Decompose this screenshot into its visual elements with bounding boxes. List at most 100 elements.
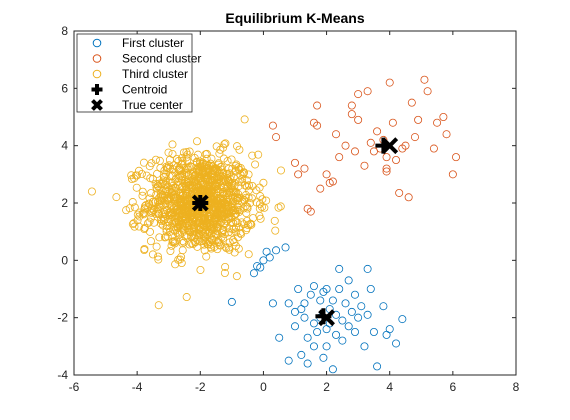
x-tick-label: 0 <box>260 380 267 394</box>
data-point <box>171 260 180 269</box>
data-point <box>344 322 353 331</box>
data-point <box>303 333 312 342</box>
data-point <box>161 233 170 242</box>
data-point <box>316 296 325 305</box>
data-point <box>294 170 303 179</box>
data-point <box>338 336 347 345</box>
data-point <box>230 238 239 247</box>
data-point <box>221 176 230 185</box>
data-point <box>202 160 211 169</box>
data-point <box>235 145 244 154</box>
data-point <box>388 118 397 127</box>
data-point <box>231 188 240 197</box>
data-point <box>170 238 179 247</box>
data-point <box>133 210 142 219</box>
data-point <box>303 204 312 213</box>
data-point <box>135 212 144 221</box>
x-tick-label: 4 <box>386 380 393 394</box>
x-tick-label: 6 <box>450 380 457 394</box>
data-point <box>177 259 186 268</box>
data-point <box>233 219 242 228</box>
data-point <box>112 193 121 202</box>
data-point <box>398 315 407 324</box>
data-point <box>160 191 169 200</box>
data-point <box>433 118 442 127</box>
data-point <box>177 198 186 207</box>
legend-item-third-cluster: Third cluster <box>92 67 188 81</box>
data-point <box>290 158 299 167</box>
data-point <box>174 157 183 166</box>
data-point <box>199 169 208 178</box>
data-point <box>309 282 318 291</box>
data-point <box>350 290 359 299</box>
y-tick-label: 8 <box>61 24 68 38</box>
data-point <box>379 302 388 311</box>
data-point <box>213 229 222 238</box>
data-point <box>145 217 154 226</box>
data-point <box>247 194 256 203</box>
data-point <box>257 203 266 212</box>
data-point <box>232 223 241 232</box>
data-point <box>228 202 237 211</box>
data-point <box>423 87 432 96</box>
data-point <box>232 195 241 204</box>
data-point <box>242 176 251 185</box>
data-point <box>201 213 210 222</box>
data-point <box>212 226 221 235</box>
data-point <box>179 238 188 247</box>
data-point <box>313 101 322 110</box>
data-point <box>392 339 401 348</box>
data-point <box>149 218 158 227</box>
data-point <box>309 342 318 351</box>
data-point <box>209 165 218 174</box>
data-point <box>194 229 203 238</box>
data-point <box>140 205 149 214</box>
data-point <box>194 182 203 191</box>
legend-item-centroid: Centroid <box>91 83 167 97</box>
data-point <box>211 211 220 220</box>
data-point <box>222 216 231 225</box>
data-point <box>227 228 236 237</box>
data-point <box>275 333 284 342</box>
data-point <box>357 302 366 311</box>
data-point <box>281 243 290 252</box>
data-point <box>193 137 202 146</box>
legend-circle-icon <box>92 69 102 79</box>
data-point <box>146 237 155 246</box>
data-point <box>196 229 205 238</box>
data-point <box>272 246 281 255</box>
data-point <box>189 233 198 242</box>
data-layer <box>87 75 461 374</box>
data-point <box>332 310 341 319</box>
data-point <box>213 237 222 246</box>
data-point <box>214 173 223 182</box>
data-point <box>182 293 191 302</box>
legend-circle-icon <box>92 38 102 48</box>
data-point <box>138 187 147 196</box>
data-point <box>222 184 231 193</box>
data-point <box>166 246 175 255</box>
legend-label: Centroid <box>122 83 167 97</box>
data-point <box>354 115 363 124</box>
data-point <box>229 197 238 206</box>
data-point <box>202 252 211 261</box>
data-point <box>236 228 245 237</box>
data-point <box>193 242 202 251</box>
data-point <box>122 206 131 215</box>
data-point <box>319 287 328 296</box>
data-point <box>373 127 382 136</box>
data-point <box>127 171 136 180</box>
data-point <box>221 262 230 271</box>
data-point <box>216 145 225 154</box>
data-point <box>203 213 212 222</box>
data-point <box>322 342 331 351</box>
data-point <box>199 208 208 217</box>
data-point <box>181 219 190 228</box>
data-point <box>130 203 139 212</box>
data-point <box>178 201 187 210</box>
data-point <box>335 264 344 273</box>
data-point <box>429 144 438 153</box>
center-markers <box>191 137 399 327</box>
data-point <box>211 180 220 189</box>
